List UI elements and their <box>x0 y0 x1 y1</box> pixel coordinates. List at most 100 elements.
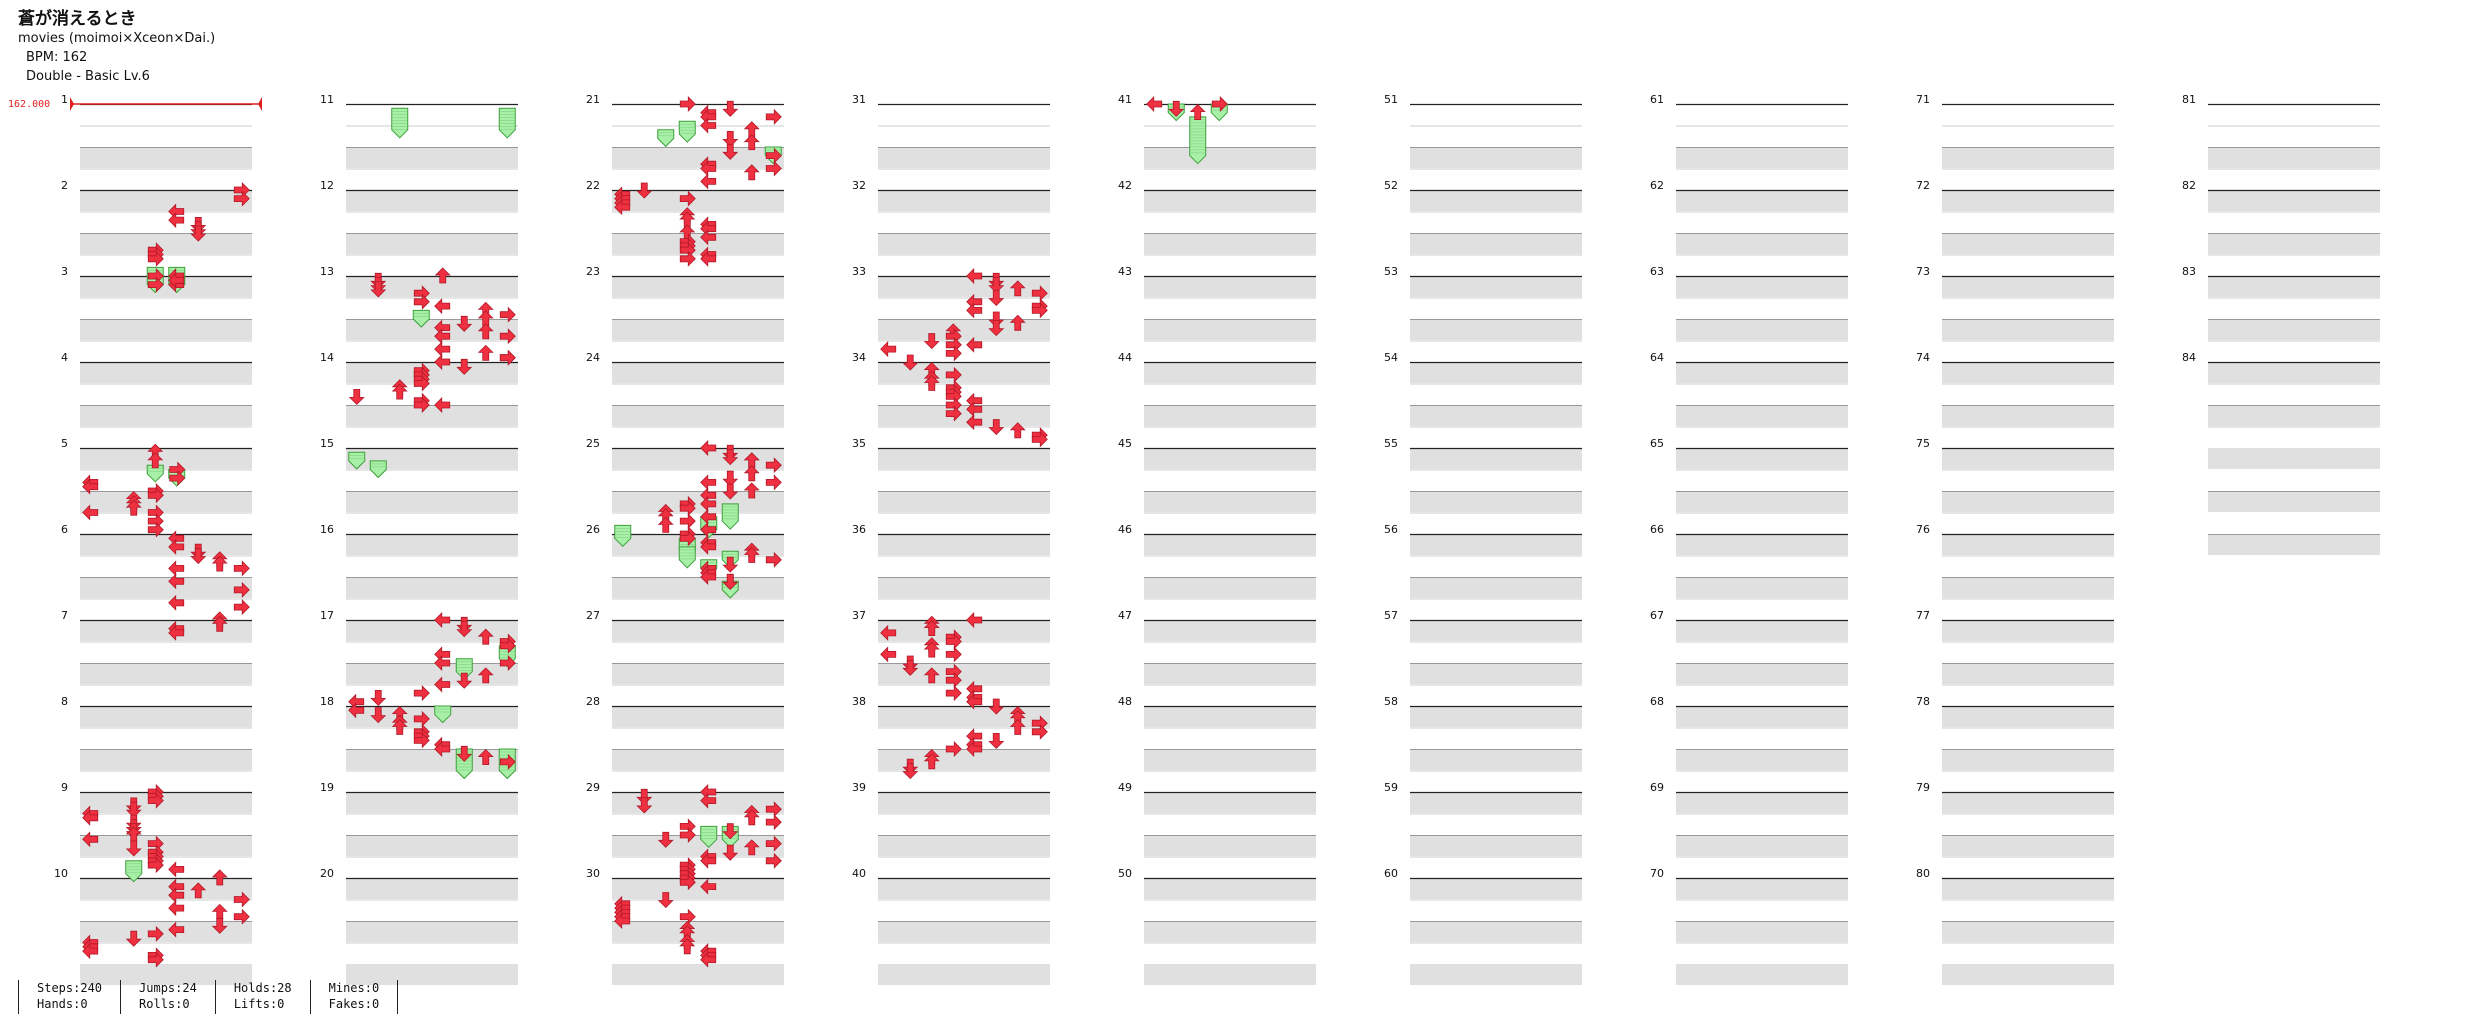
measure-band <box>1410 362 1582 383</box>
measure-number: 19 <box>320 781 334 794</box>
measure-number: 25 <box>586 437 600 450</box>
step-arrow-icon <box>125 499 142 516</box>
hold-body <box>369 460 387 479</box>
measure-band <box>612 233 784 254</box>
measure-number: 81 <box>2182 93 2196 106</box>
measure-band <box>612 319 784 340</box>
step-arrow-icon <box>679 96 696 112</box>
measure-band <box>1942 276 2114 297</box>
measure-band <box>1410 405 1582 426</box>
hold-body <box>434 705 452 724</box>
step-arrow-icon <box>434 341 451 358</box>
step-arrow-icon <box>988 733 1005 749</box>
measure-band <box>1410 233 1582 254</box>
measure-band <box>1942 233 2114 254</box>
step-arrow-icon <box>700 792 717 809</box>
stats-col-jumps: Jumps:24 Rolls:0 <box>120 980 215 1014</box>
measure-band <box>1144 577 1316 598</box>
measure-band <box>612 964 784 985</box>
measure-number: 4 <box>61 351 68 364</box>
measure-band <box>2208 276 2380 297</box>
measure-band <box>612 147 784 168</box>
measure-number: 32 <box>852 179 866 192</box>
step-arrow-icon <box>988 277 1005 294</box>
step-arrow-icon <box>765 160 782 177</box>
measure-number: 83 <box>2182 265 2196 278</box>
measure-band <box>80 405 252 426</box>
measure-band <box>1144 878 1316 899</box>
measure-band <box>612 491 784 512</box>
measure-number: 34 <box>852 351 866 364</box>
step-arrow-icon <box>988 290 1005 307</box>
hold-body <box>721 503 739 530</box>
measure-band <box>1942 190 2114 211</box>
measure-band <box>1144 233 1316 254</box>
measure-number: 20 <box>320 867 334 880</box>
measure-band <box>346 964 518 985</box>
measure-number: 39 <box>852 781 866 794</box>
measure-band <box>1676 706 1848 727</box>
step-arrow-icon <box>434 741 451 757</box>
measure-number: 50 <box>1118 867 1132 880</box>
step-arrow-icon <box>434 298 451 315</box>
measure-band <box>1410 964 1582 985</box>
measure-number: 60 <box>1384 867 1398 880</box>
measure-number: 13 <box>320 265 334 278</box>
measure-band <box>346 190 518 211</box>
measure-band <box>346 233 518 254</box>
measure-number: 59 <box>1384 781 1398 794</box>
step-arrow-icon <box>657 831 674 848</box>
measure-band <box>1676 577 1848 598</box>
step-arrow-icon <box>923 753 940 770</box>
measure-number: 1 <box>61 93 68 106</box>
step-arrow-icon <box>923 667 940 684</box>
measure-number: 64 <box>1650 351 1664 364</box>
step-arrow-icon <box>945 345 962 362</box>
measure-band <box>612 878 784 899</box>
step-arrow-icon <box>147 452 164 469</box>
measure-band <box>1942 534 2114 555</box>
step-arrow-icon <box>168 272 185 289</box>
measure-band <box>878 448 1050 469</box>
step-arrow-icon <box>700 538 717 555</box>
measure-band <box>1144 534 1316 555</box>
measure-band <box>1410 319 1582 340</box>
measure-band <box>1942 362 2114 383</box>
measure-lines <box>80 103 2380 944</box>
measure-number: 35 <box>852 437 866 450</box>
measure-band <box>1942 620 2114 641</box>
step-arrows <box>82 96 1228 968</box>
step-arrow-icon <box>722 573 739 590</box>
step-arrow-icon <box>168 538 185 555</box>
measure-band <box>1410 792 1582 813</box>
step-arrow-icon <box>169 470 186 487</box>
step-arrow-icon <box>988 698 1005 715</box>
step-arrow-icon <box>923 620 940 636</box>
step-arrow-icon <box>743 134 760 151</box>
measure-band <box>346 577 518 598</box>
step-arrow-icon <box>700 250 717 267</box>
stat-hands: Hands:0 <box>37 997 88 1011</box>
measure-band <box>1144 835 1316 856</box>
measure-band <box>80 577 252 598</box>
measure-number: 61 <box>1650 93 1664 106</box>
measure-number: 84 <box>2182 351 2196 364</box>
measure-band <box>1410 620 1582 641</box>
measure-band <box>1942 921 2114 942</box>
step-arrow-icon <box>966 268 983 284</box>
step-arrow-icon <box>434 354 451 370</box>
measure-number: 24 <box>586 351 600 364</box>
step-arrow-icon <box>1009 280 1026 297</box>
step-arrow-icon <box>499 655 516 671</box>
measure-band <box>1676 147 1848 168</box>
measure-band <box>1410 749 1582 770</box>
measure-band <box>878 878 1050 899</box>
measure-band <box>346 448 518 469</box>
measure-number: 22 <box>586 179 600 192</box>
hold-body <box>678 546 696 569</box>
step-arrow-icon <box>722 556 739 573</box>
step-arrow-icon <box>413 375 430 392</box>
hold-body <box>348 451 366 470</box>
step-arrow-icon <box>966 728 983 745</box>
hold-body <box>412 309 430 328</box>
